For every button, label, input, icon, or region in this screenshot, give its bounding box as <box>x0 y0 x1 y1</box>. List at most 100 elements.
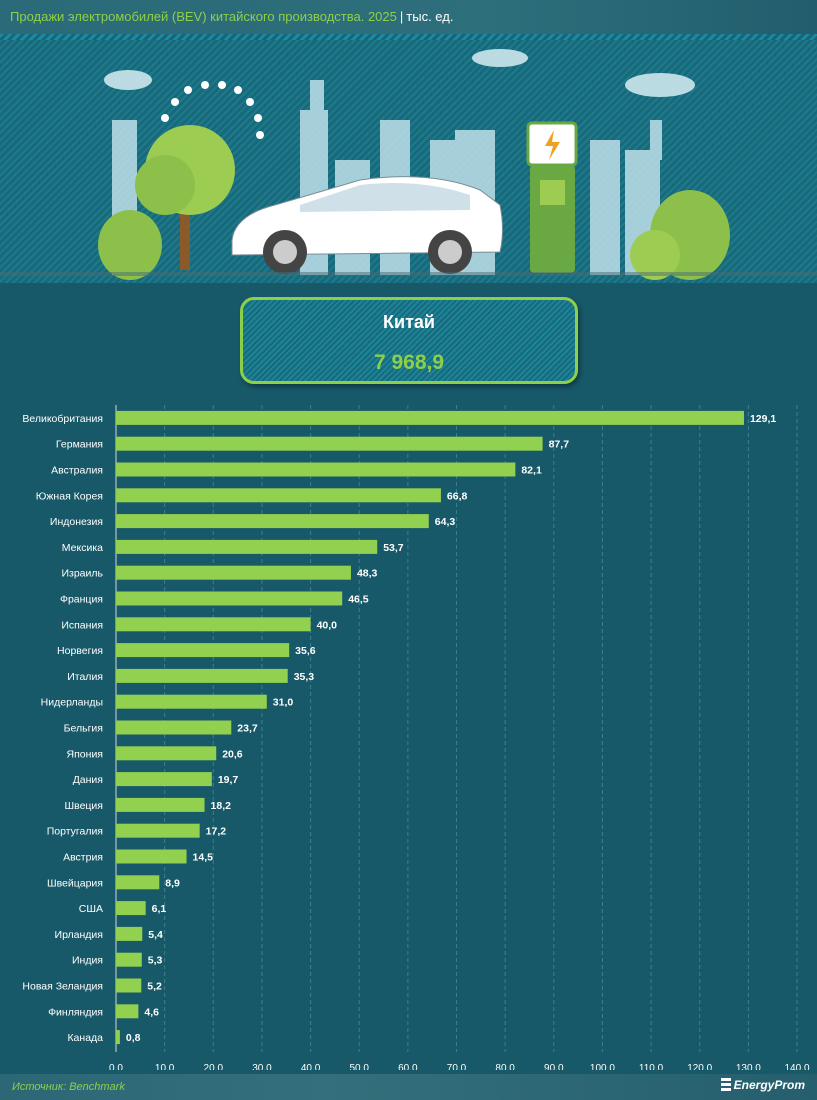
value-label: 48,3 <box>357 568 378 580</box>
category-label: Португалия <box>47 826 103 838</box>
category-label: Испания <box>61 619 103 631</box>
category-label: Канада <box>67 1032 103 1044</box>
category-label: Австралия <box>51 465 103 477</box>
unit-label: тыс. ед. <box>406 9 454 24</box>
title-separator: | <box>399 9 404 24</box>
bar <box>116 462 516 477</box>
value-label: 64,3 <box>435 516 456 528</box>
chart-title: Продажи электромобилей (BEV) китайского … <box>10 9 453 24</box>
value-label: 4,6 <box>144 1006 159 1018</box>
value-label: 53,7 <box>383 542 404 554</box>
value-label: 35,6 <box>295 645 316 657</box>
x-tick-label: 50,0 <box>349 1063 369 1070</box>
value-label: 129,1 <box>750 413 776 425</box>
value-label: 5,2 <box>147 981 162 993</box>
title-text: Продажи электромобилей (BEV) китайского … <box>10 9 397 24</box>
value-label: 18,2 <box>211 800 232 812</box>
logo-text: EnergyProm <box>733 1078 805 1092</box>
value-label: 40,0 <box>317 619 338 631</box>
category-label: Франция <box>60 594 103 606</box>
x-tick-label: 60,0 <box>398 1063 418 1070</box>
ev-illustration <box>0 40 817 283</box>
value-label: 82,1 <box>521 465 542 477</box>
bar <box>116 643 290 658</box>
bar <box>116 797 205 812</box>
highlight-label: Китай <box>383 312 435 332</box>
logo-icon <box>720 1078 731 1092</box>
bush-icon <box>98 190 730 280</box>
bar <box>116 617 311 632</box>
category-label: Израиль <box>61 568 103 580</box>
value-label: 46,5 <box>348 594 369 606</box>
value-label: 31,0 <box>273 697 294 709</box>
x-tick-label: 120,0 <box>687 1063 712 1070</box>
bar <box>116 591 343 606</box>
value-label: 87,7 <box>549 439 570 451</box>
x-tick-label: 110,0 <box>639 1063 664 1070</box>
header: Продажи электромобилей (BEV) китайского … <box>0 0 817 34</box>
ferris-wheel-icon <box>161 81 264 139</box>
car-icon <box>231 176 503 274</box>
bar <box>116 952 142 967</box>
category-label: Норвегия <box>57 645 103 657</box>
bar <box>116 1030 120 1045</box>
value-label: 0,8 <box>126 1032 141 1044</box>
category-label: Австрия <box>63 852 103 864</box>
category-label: Нидерланды <box>41 697 103 709</box>
bar <box>116 875 160 890</box>
value-label: 35,3 <box>294 671 315 683</box>
charging-station-icon <box>526 121 578 273</box>
bar <box>116 410 744 425</box>
bar <box>116 823 200 838</box>
value-label: 5,3 <box>148 955 163 967</box>
category-label: Бельгия <box>64 723 103 735</box>
x-tick-label: 70,0 <box>447 1063 467 1070</box>
bar <box>116 926 143 941</box>
category-label: Финляндия <box>48 1006 103 1018</box>
bar-chart: 0,0 10,0 20,0 30,0 40,0 50,0 60,0 70,0 80,0 90,0 1… <box>22 405 810 1070</box>
category-label: Япония <box>67 748 103 760</box>
x-tick-label: 100,0 <box>590 1063 615 1070</box>
highlight-value: 7 968,9 <box>373 351 445 374</box>
energyprom-logo: EnergyProm <box>720 1078 805 1092</box>
bar <box>116 488 441 503</box>
bar <box>116 901 146 916</box>
category-label: Швеция <box>65 800 104 812</box>
category-label: Индонезия <box>50 516 103 528</box>
category-label: Индия <box>72 955 103 967</box>
value-label: 14,5 <box>193 852 214 864</box>
value-label: 19,7 <box>218 774 239 786</box>
bar <box>116 694 267 709</box>
tree-icon <box>135 125 235 270</box>
bar <box>116 514 429 529</box>
x-tick-label: 10,0 <box>155 1063 175 1070</box>
category-label: Ирландия <box>55 929 103 941</box>
x-tick-label: 140,0 <box>784 1063 809 1070</box>
x-tick-label: 40,0 <box>301 1063 321 1070</box>
category-label: Швейцария <box>47 877 103 889</box>
value-label: 20,6 <box>222 748 243 760</box>
bar <box>116 1004 139 1019</box>
category-label: Италия <box>67 671 103 683</box>
category-label: Великобритания <box>22 413 103 425</box>
bar <box>116 849 187 864</box>
china-highlight-card: Китай 7 968,9 <box>240 297 578 384</box>
x-tick-label: 80,0 <box>495 1063 515 1070</box>
footer: Источник: Benchmark EnergyProm <box>0 1074 817 1100</box>
category-label: Дания <box>73 774 103 786</box>
bar <box>116 565 351 580</box>
bar <box>116 720 232 735</box>
value-label: 6,1 <box>152 903 167 915</box>
category-label: Германия <box>56 439 103 451</box>
value-label: 8,9 <box>165 877 180 889</box>
value-label: 5,4 <box>148 929 163 941</box>
category-label: США <box>79 903 103 915</box>
x-tick-label: 30,0 <box>252 1063 272 1070</box>
source-note: Источник: Benchmark <box>12 1081 125 1093</box>
value-label: 66,8 <box>447 490 468 502</box>
x-tick-label: 90,0 <box>544 1063 564 1070</box>
x-tick-label: 20,0 <box>204 1063 224 1070</box>
x-tick-label: 130,0 <box>736 1063 761 1070</box>
category-label: Новая Зеландия <box>22 981 103 993</box>
category-label: Южная Корея <box>36 490 103 502</box>
